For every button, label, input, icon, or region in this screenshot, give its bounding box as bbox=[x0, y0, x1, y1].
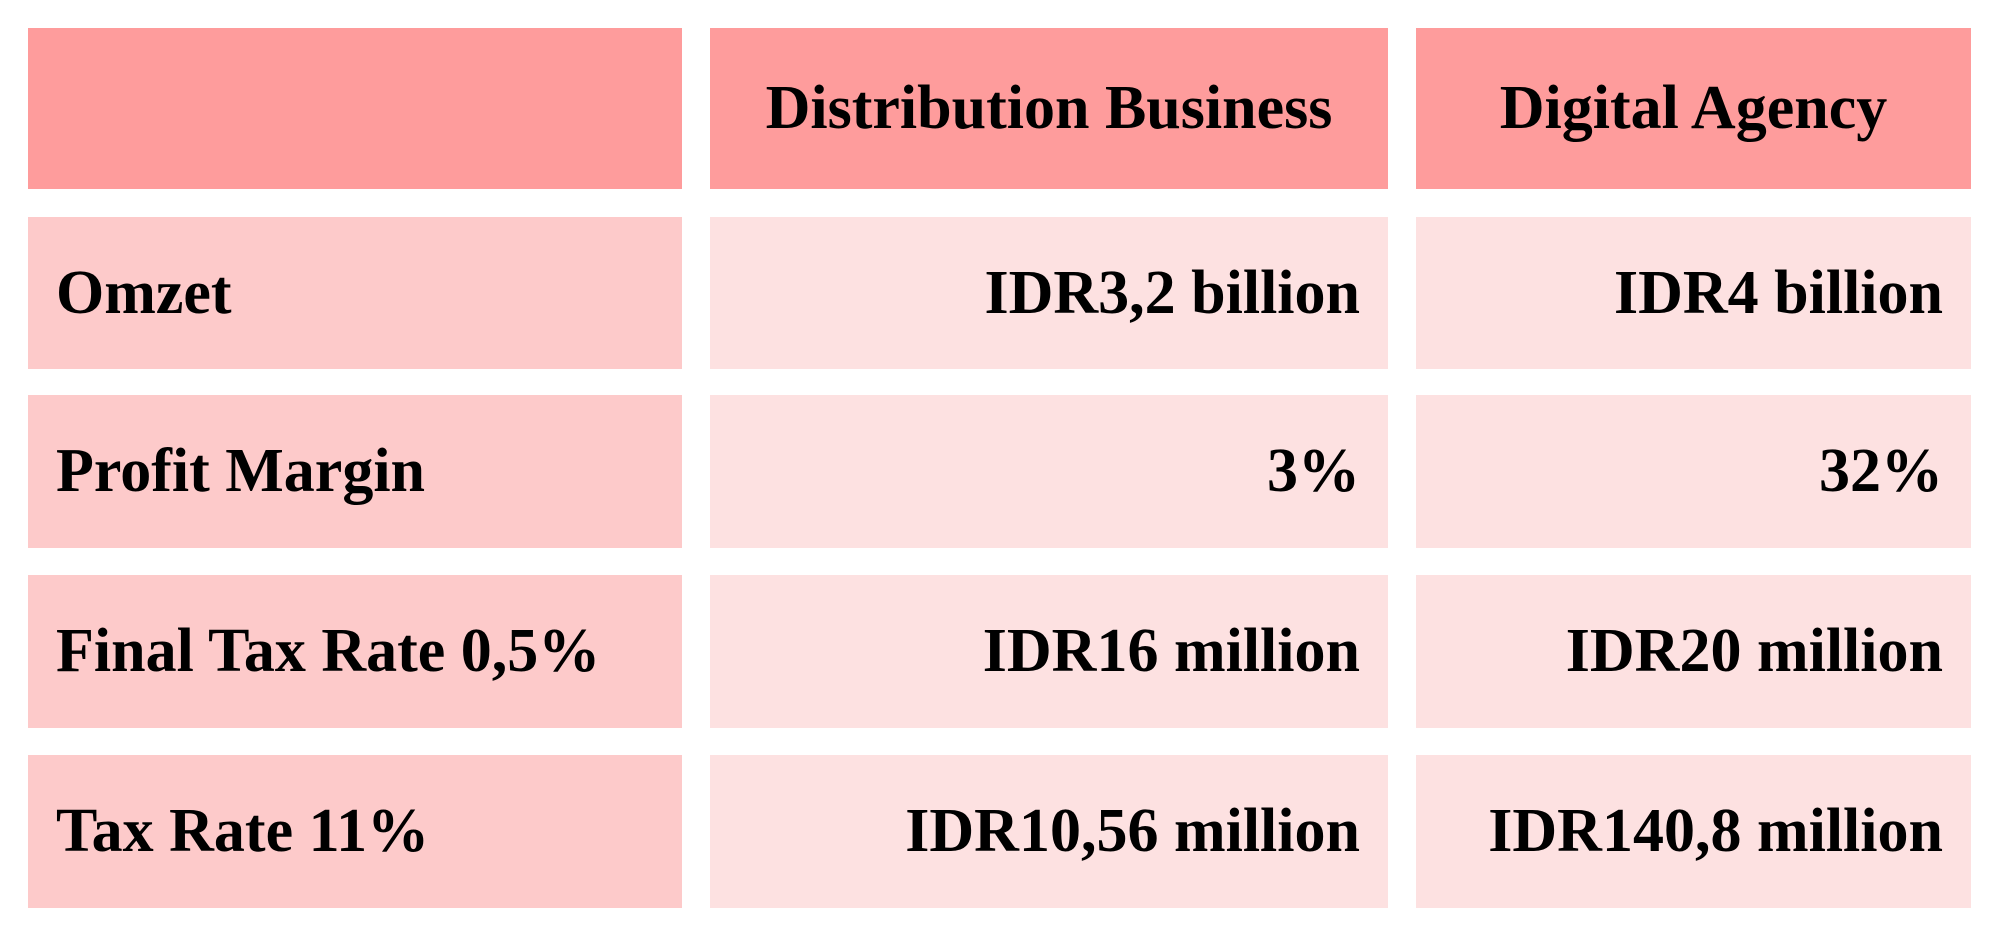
value-cell: IDR140,8 million bbox=[1416, 755, 1971, 908]
cell-text: 32% bbox=[1819, 437, 1943, 505]
value-cell: IDR16 million bbox=[710, 575, 1388, 728]
cell-text: Profit Margin bbox=[56, 437, 426, 505]
value-cell: IDR4 billion bbox=[1416, 217, 1971, 369]
row-label: Tax Rate 11% bbox=[28, 755, 682, 908]
cell-text: Final Tax Rate 0,5% bbox=[56, 617, 601, 685]
value-cell: IDR20 million bbox=[1416, 575, 1971, 728]
value-cell: 32% bbox=[1416, 395, 1971, 548]
value-cell: 3% bbox=[710, 395, 1388, 548]
cell-text: Digital Agency bbox=[1499, 74, 1888, 142]
column-header: Distribution Business bbox=[710, 28, 1388, 189]
cell-text: IDR4 billion bbox=[1613, 258, 1943, 327]
cell-text: IDR10,56 million bbox=[905, 797, 1360, 865]
cell-text: Omzet bbox=[56, 258, 232, 327]
value-cell: IDR3,2 billion bbox=[710, 217, 1388, 369]
header-corner bbox=[28, 28, 682, 189]
column-header: Digital Agency bbox=[1416, 28, 1971, 189]
cell-text: IDR3,2 billion bbox=[984, 258, 1360, 327]
row-label: Final Tax Rate 0,5% bbox=[28, 575, 682, 728]
row-label: Omzet bbox=[28, 217, 682, 369]
cell-text: IDR16 million bbox=[982, 617, 1360, 685]
cell-text: IDR20 million bbox=[1565, 617, 1943, 685]
cell-text: Tax Rate 11% bbox=[56, 797, 430, 865]
value-cell: IDR10,56 million bbox=[710, 755, 1388, 908]
cell-text: Distribution Business bbox=[765, 74, 1333, 142]
cell-text: 3% bbox=[1267, 437, 1360, 505]
cell-text: IDR140,8 million bbox=[1488, 797, 1943, 865]
row-label: Profit Margin bbox=[28, 395, 682, 548]
